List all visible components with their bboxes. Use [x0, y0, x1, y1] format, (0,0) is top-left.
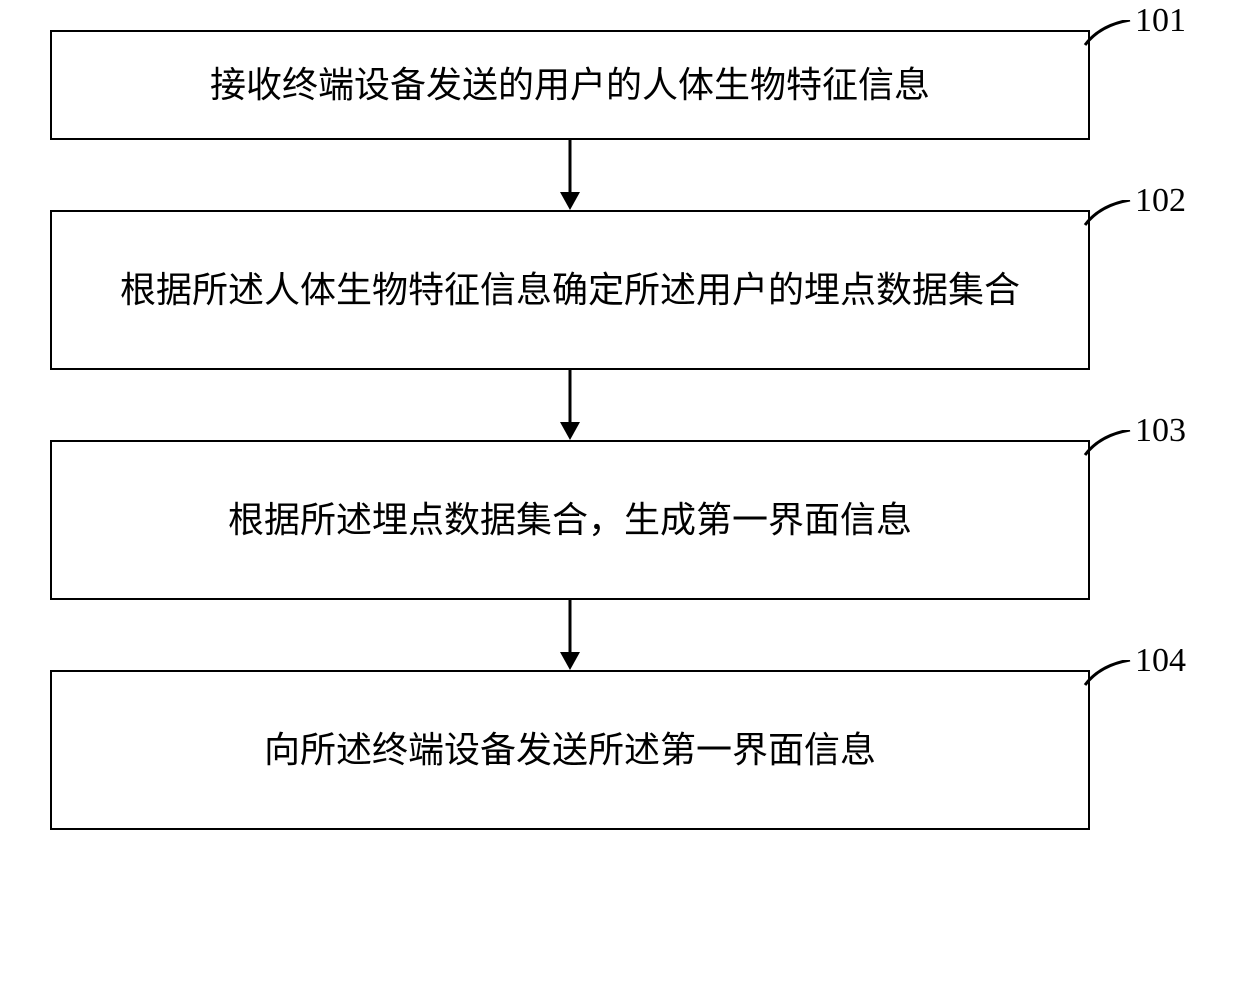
arrow-3	[50, 600, 1090, 670]
label-tick-104	[1080, 660, 1140, 700]
step-box-104: 向所述终端设备发送所述第一界面信息	[50, 670, 1090, 830]
step-wrapper-101: 101 接收终端设备发送的用户的人体生物特征信息	[50, 30, 1190, 140]
step-wrapper-104: 104 向所述终端设备发送所述第一界面信息	[50, 670, 1190, 830]
label-tick-102	[1080, 200, 1140, 240]
step-wrapper-102: 102 根据所述人体生物特征信息确定所述用户的埋点数据集合	[50, 210, 1190, 370]
label-tick-103	[1080, 430, 1140, 470]
step-text-104: 向所述终端设备发送所述第一界面信息	[264, 723, 876, 777]
arrow-2	[50, 370, 1090, 440]
step-text-101: 接收终端设备发送的用户的人体生物特征信息	[210, 58, 930, 112]
step-label-101: 101	[1135, 2, 1186, 40]
step-box-103: 根据所述埋点数据集合，生成第一界面信息	[50, 440, 1090, 600]
step-label-103: 103	[1135, 412, 1186, 450]
step-text-103: 根据所述埋点数据集合，生成第一界面信息	[228, 493, 912, 547]
step-wrapper-103: 103 根据所述埋点数据集合，生成第一界面信息	[50, 440, 1190, 600]
step-box-101: 接收终端设备发送的用户的人体生物特征信息	[50, 30, 1090, 140]
step-label-102: 102	[1135, 182, 1186, 220]
label-tick-101	[1080, 20, 1140, 60]
step-text-102: 根据所述人体生物特征信息确定所述用户的埋点数据集合	[120, 263, 1020, 317]
arrow-1	[50, 140, 1090, 210]
step-box-102: 根据所述人体生物特征信息确定所述用户的埋点数据集合	[50, 210, 1090, 370]
step-label-104: 104	[1135, 642, 1186, 680]
flowchart-container: 101 接收终端设备发送的用户的人体生物特征信息 102 根据所述人体生物特征信…	[50, 30, 1190, 830]
